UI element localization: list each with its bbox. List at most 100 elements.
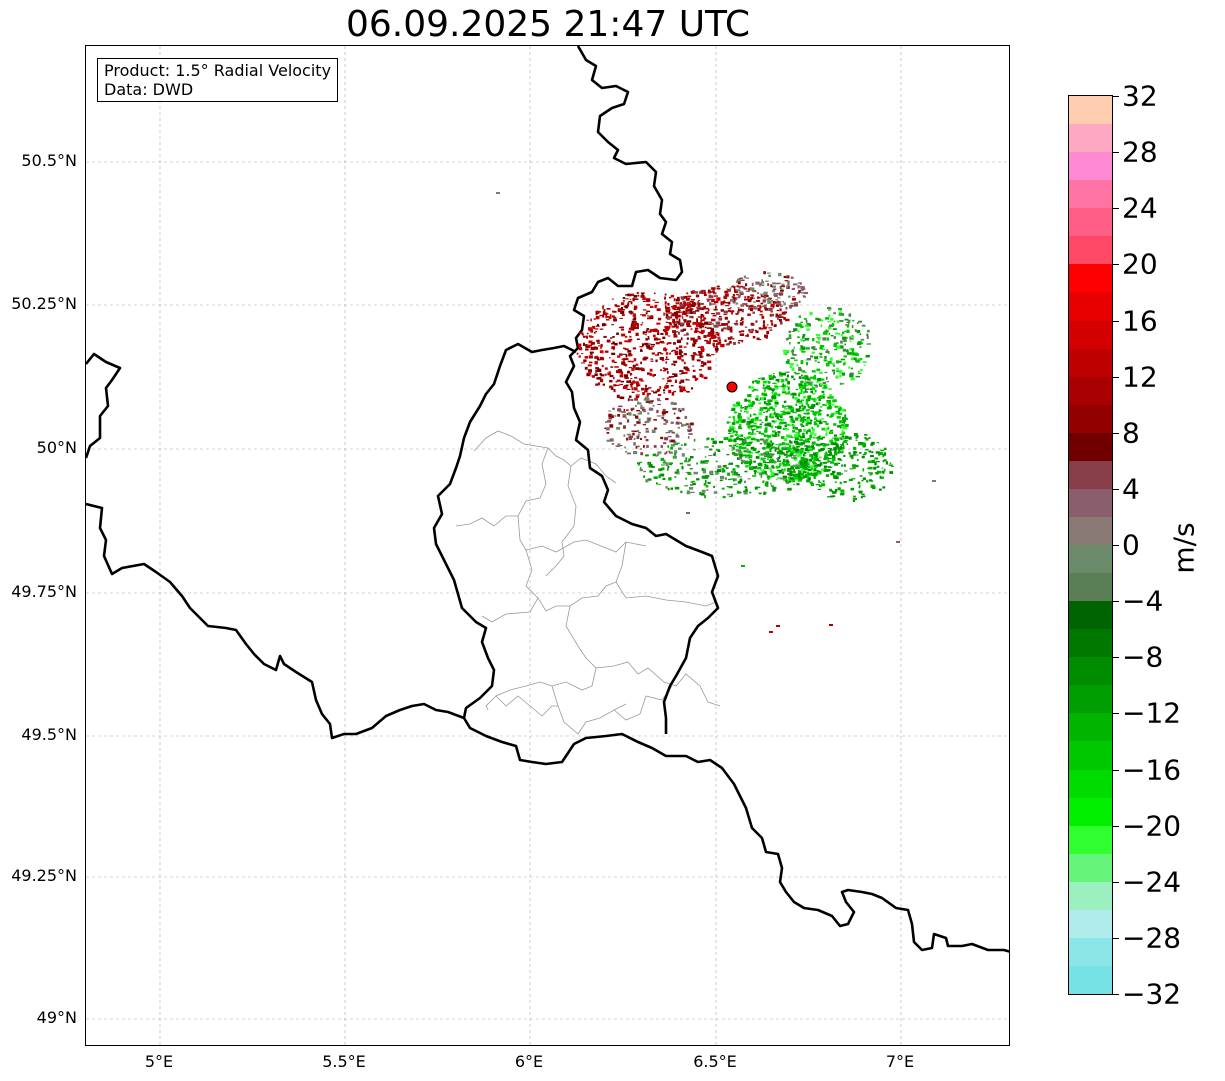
- radar-echo-pixel: [630, 407, 635, 410]
- radar-echo-pixel: [629, 383, 634, 385]
- radar-echo-pixel: [804, 337, 809, 341]
- radar-echo-pixel: [787, 280, 790, 283]
- radar-echo-pixel: [727, 320, 730, 324]
- radar-echo-pixel: [591, 375, 595, 377]
- radar-echo-pixel: [799, 461, 802, 464]
- radar-echo-pixel: [628, 301, 632, 303]
- radar-echo-pixel: [808, 437, 811, 441]
- radar-echo-pixel: [623, 374, 629, 378]
- radar-echo-pixel: [604, 427, 607, 430]
- radar-echo-pixel: [843, 481, 847, 483]
- radar-echo-pixel: [764, 427, 768, 432]
- radar-echo-pixel: [807, 441, 811, 443]
- radar-echo-pixel: [775, 479, 778, 481]
- radar-echo-pixel: [683, 295, 688, 299]
- radar-echo-pixel: [847, 322, 850, 326]
- radar-echo-pixel: [834, 476, 839, 480]
- radar-echo-pixel: [807, 409, 810, 411]
- radar-echo-pixel: [577, 343, 582, 347]
- radar-echo-pixel: [674, 486, 680, 490]
- radar-echo-pixel: [714, 470, 719, 472]
- lat-tick-label: 49.75°N: [11, 582, 77, 601]
- colorbar-segment: [1069, 657, 1112, 686]
- radar-echo-pixel: [792, 396, 795, 399]
- radar-echo-pixel: [805, 388, 810, 390]
- radar-echo-pixel: [787, 487, 792, 491]
- radar-echo-pixel: [760, 282, 762, 286]
- radar-echo-pixel: [763, 271, 766, 275]
- radar-echo-pixel: [690, 328, 693, 330]
- radar-echo-pixel: [666, 308, 671, 311]
- radar-echo-pixel: [637, 294, 640, 297]
- radar-echo-pixel: [820, 448, 824, 451]
- radar-echo-pixel: [821, 483, 826, 487]
- radar-echo-pixel: [628, 330, 631, 334]
- radar-echo-pixel: [735, 420, 740, 424]
- radar-echo-pixel: [659, 468, 662, 472]
- radar-echo-pixel: [728, 309, 731, 312]
- radar-echo-pixel: [628, 367, 633, 369]
- radar-echo-pixel: [783, 302, 786, 306]
- radar-echo-pixel: [826, 414, 829, 417]
- radar-echo-pixel: [735, 312, 739, 315]
- colorbar-segment: [1069, 460, 1112, 490]
- colorbar-segment: [1069, 124, 1112, 153]
- radar-echo-pixel: [806, 476, 811, 479]
- radar-echo-pixel: [771, 388, 775, 392]
- radar-echo-pixel: [666, 312, 670, 313]
- radar-echo-pixel: [762, 387, 765, 389]
- radar-echo-pixel: [739, 478, 743, 482]
- radar-echo-pixel: [599, 350, 604, 354]
- radar-echo-pixel: [664, 437, 669, 441]
- radar-echo-pixel: [772, 300, 775, 303]
- radar-echo-pixel: [796, 483, 800, 486]
- radar-echo-pixel: [708, 321, 712, 323]
- radar-echo-pixel: [632, 364, 636, 367]
- radar-echo-pixel: [648, 331, 652, 333]
- radar-echo-pixel: [715, 346, 718, 349]
- radar-echo-pixel: [757, 292, 760, 294]
- colorbar-segment: [1069, 601, 1112, 630]
- radar-echo-pixel: [785, 392, 790, 395]
- radar-echo-pixel: [696, 462, 698, 465]
- radar-echo-pixel: [783, 437, 788, 441]
- radar-echo-pixel: [804, 468, 809, 470]
- radar-echo-pixel: [816, 470, 820, 473]
- radar-echo-pixel: [633, 437, 636, 440]
- radar-echo-pixel: [706, 298, 711, 301]
- radar-echo-pixel: [842, 363, 845, 366]
- radar-echo-pixel: [658, 352, 662, 354]
- radar-echo-pixel: [760, 295, 764, 298]
- radar-echo-pixel: [769, 406, 773, 409]
- radar-echo-pixel: [652, 453, 657, 457]
- radar-echo-pixel: [831, 442, 835, 445]
- radar-echo-pixel: [638, 464, 640, 466]
- radar-echo-pixel: [804, 438, 807, 440]
- radar-echo-pixel: [676, 316, 678, 320]
- radar-echo-pixel: [748, 385, 751, 389]
- radar-echo-pixel: [875, 461, 880, 463]
- radar-echo-pixel: [734, 478, 737, 481]
- radar-echo-pixel: [594, 328, 599, 330]
- colorbar-segment: [1069, 292, 1112, 322]
- radar-echo-pixel: [711, 313, 716, 315]
- radar-echo-pixel: [841, 313, 845, 316]
- radar-echo-pixel: [803, 458, 807, 462]
- radar-echo-pixel: [798, 464, 801, 468]
- radar-echo-pixel: [586, 319, 589, 321]
- radar-echo-pixel: [753, 291, 757, 293]
- radar-echo-pixel: [728, 486, 733, 489]
- radar-echo-pixel: [640, 452, 644, 456]
- colorbar-tickmark: [1113, 601, 1119, 603]
- radar-echo-pixel: [812, 472, 815, 477]
- radar-echo-pixel: [588, 369, 592, 373]
- radar-echo-pixel: [687, 295, 692, 298]
- radar-echo-pixel: [751, 451, 753, 454]
- radar-echo-pixel: [740, 439, 745, 441]
- radar-echo-pixel: [689, 300, 694, 303]
- radar-echo-pixel: [743, 287, 748, 290]
- radar-echo-pixel: [803, 451, 807, 453]
- radar-echo-pixel: [699, 353, 702, 356]
- radar-echo-pixel: [710, 328, 714, 332]
- radar-echo-pixel: [587, 364, 592, 367]
